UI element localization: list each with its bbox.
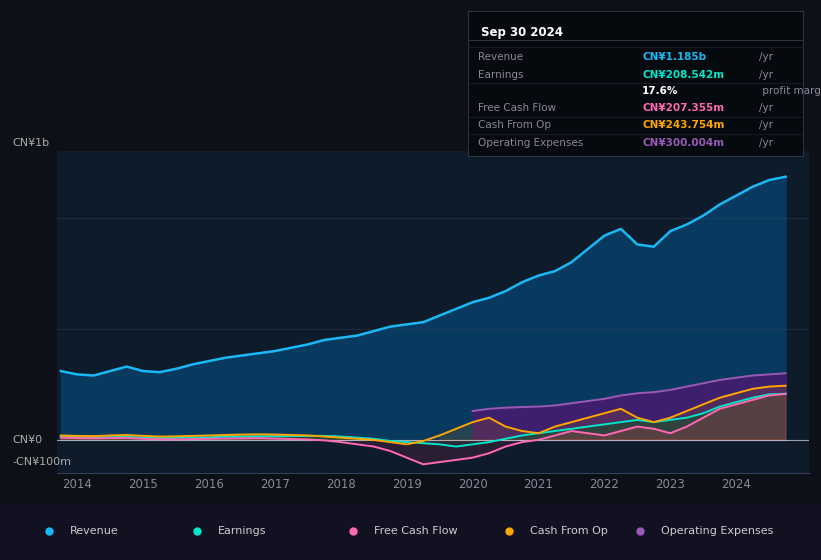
Text: /yr: /yr: [759, 53, 773, 62]
Text: profit margin: profit margin: [759, 86, 821, 96]
Text: Cash From Op: Cash From Op: [478, 120, 551, 130]
Text: Revenue: Revenue: [70, 526, 118, 536]
Text: CN¥208.542m: CN¥208.542m: [642, 70, 724, 80]
Text: /yr: /yr: [759, 103, 773, 113]
Text: Earnings: Earnings: [478, 70, 524, 80]
Text: 17.6%: 17.6%: [642, 86, 678, 96]
Text: Operating Expenses: Operating Expenses: [478, 138, 583, 148]
Text: CN¥243.754m: CN¥243.754m: [642, 120, 724, 130]
Text: /yr: /yr: [759, 138, 773, 148]
Text: CN¥300.004m: CN¥300.004m: [642, 138, 724, 148]
Text: Operating Expenses: Operating Expenses: [661, 526, 773, 536]
Text: /yr: /yr: [759, 70, 773, 80]
Text: CN¥1b: CN¥1b: [12, 138, 49, 148]
Text: Sep 30 2024: Sep 30 2024: [481, 26, 563, 39]
Text: /yr: /yr: [759, 120, 773, 130]
Text: Earnings: Earnings: [218, 526, 266, 536]
Text: Free Cash Flow: Free Cash Flow: [478, 103, 556, 113]
Text: CN¥0: CN¥0: [12, 435, 43, 445]
Text: CN¥207.355m: CN¥207.355m: [642, 103, 724, 113]
Text: Cash From Op: Cash From Op: [530, 526, 608, 536]
Text: -CN¥100m: -CN¥100m: [12, 457, 71, 467]
Text: Free Cash Flow: Free Cash Flow: [374, 526, 457, 536]
Text: Revenue: Revenue: [478, 53, 523, 62]
Text: CN¥1.185b: CN¥1.185b: [642, 53, 706, 62]
